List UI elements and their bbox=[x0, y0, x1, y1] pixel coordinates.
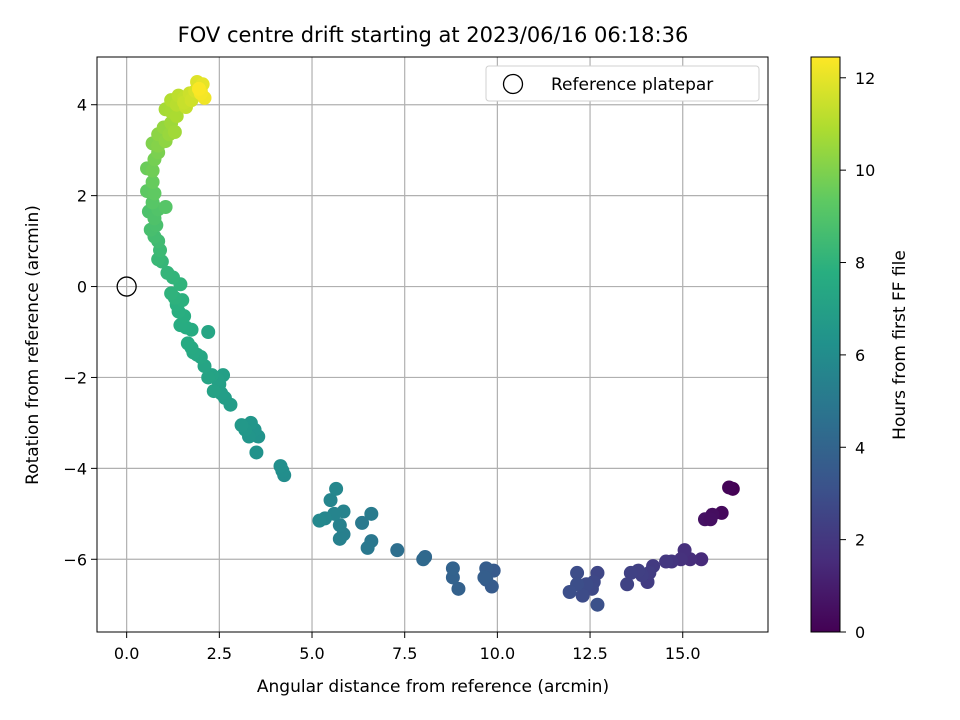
x-tick-label: 12.5 bbox=[572, 644, 608, 663]
y-axis-label: Rotation from reference (arcmin) bbox=[23, 205, 43, 485]
legend-box bbox=[485, 65, 760, 102]
data-point bbox=[169, 109, 184, 124]
y-tick-label: −6 bbox=[63, 550, 87, 569]
colorbar-gradient bbox=[810, 56, 841, 633]
x-tick-label: 2.5 bbox=[207, 644, 232, 663]
data-point bbox=[312, 513, 327, 528]
x-tick-label: 7.5 bbox=[392, 644, 417, 663]
legend: Reference platepar bbox=[485, 65, 760, 102]
data-point bbox=[329, 481, 344, 496]
x-tick-label: 15.0 bbox=[665, 644, 701, 663]
data-point bbox=[575, 588, 590, 603]
y-tick-label: 4 bbox=[77, 96, 87, 115]
data-point bbox=[590, 597, 605, 612]
data-point bbox=[355, 515, 370, 530]
data-point bbox=[562, 585, 577, 599]
reference-point-marker bbox=[116, 276, 137, 297]
data-point bbox=[659, 554, 674, 569]
data-point bbox=[332, 531, 347, 546]
data-point bbox=[623, 565, 638, 580]
data-point bbox=[160, 265, 175, 280]
data-point bbox=[620, 577, 635, 592]
data-point bbox=[477, 570, 492, 585]
data-point bbox=[273, 459, 288, 474]
data-point bbox=[570, 565, 585, 580]
y-axis: −6 −4 −2 0 2 4 bbox=[63, 96, 97, 569]
data-point bbox=[360, 540, 375, 555]
y-tick-label: 0 bbox=[77, 278, 87, 297]
colorbar-tick-label: 0 bbox=[855, 623, 865, 642]
x-tick-label: 0.0 bbox=[114, 644, 139, 663]
y-tick-label: 2 bbox=[77, 187, 87, 206]
x-axis: 0.0 2.5 5.0 7.5 10.0 12.5 15.0 bbox=[114, 632, 701, 663]
colorbar: 0 2 4 6 8 10 12 Hours from first FF file bbox=[810, 56, 910, 642]
y-tick-label: −2 bbox=[63, 368, 87, 387]
colorbar-tick-label: 12 bbox=[855, 69, 875, 88]
x-tick-label: 10.0 bbox=[480, 644, 516, 663]
data-point bbox=[703, 512, 718, 527]
colorbar-tick-label: 10 bbox=[855, 161, 875, 180]
data-point bbox=[694, 552, 709, 567]
data-point bbox=[364, 506, 379, 521]
y-tick-label: −4 bbox=[63, 459, 87, 478]
colorbar-tick-label: 6 bbox=[855, 346, 865, 365]
data-point bbox=[164, 286, 179, 301]
data-point bbox=[416, 552, 431, 567]
data-point bbox=[145, 163, 160, 178]
colorbar-tick-label: 8 bbox=[855, 254, 865, 273]
data-point bbox=[180, 336, 195, 351]
data-point bbox=[191, 81, 206, 96]
data-point bbox=[249, 445, 264, 460]
data-point bbox=[167, 125, 182, 139]
chart-title: FOV centre drift starting at 2023/06/16 … bbox=[178, 23, 689, 47]
points-layer bbox=[116, 75, 740, 612]
colorbar-tick-label: 4 bbox=[855, 438, 865, 457]
colorbar-tick-label: 2 bbox=[855, 531, 865, 550]
data-point bbox=[722, 480, 737, 495]
data-point bbox=[234, 418, 249, 433]
data-point bbox=[158, 200, 173, 214]
gridlines bbox=[97, 57, 768, 632]
colorbar-label: Hours from first FF file bbox=[890, 250, 910, 440]
data-point bbox=[147, 186, 162, 201]
data-point bbox=[390, 543, 405, 558]
data-point bbox=[145, 175, 160, 189]
legend-label: Reference platepar bbox=[551, 75, 713, 95]
data-point bbox=[206, 384, 221, 399]
x-axis-label: Angular distance from reference (arcmin) bbox=[257, 677, 609, 697]
x-tick-label: 5.0 bbox=[299, 644, 324, 663]
data-point bbox=[451, 581, 466, 596]
data-point bbox=[332, 518, 347, 533]
data-point bbox=[201, 370, 216, 385]
data-point bbox=[323, 493, 338, 508]
data-point bbox=[445, 561, 460, 576]
data-point bbox=[201, 325, 216, 339]
colorbar-ticks: 0 2 4 6 8 10 12 bbox=[840, 69, 875, 642]
legend-marker bbox=[502, 73, 524, 95]
plot-frame bbox=[96, 56, 769, 633]
